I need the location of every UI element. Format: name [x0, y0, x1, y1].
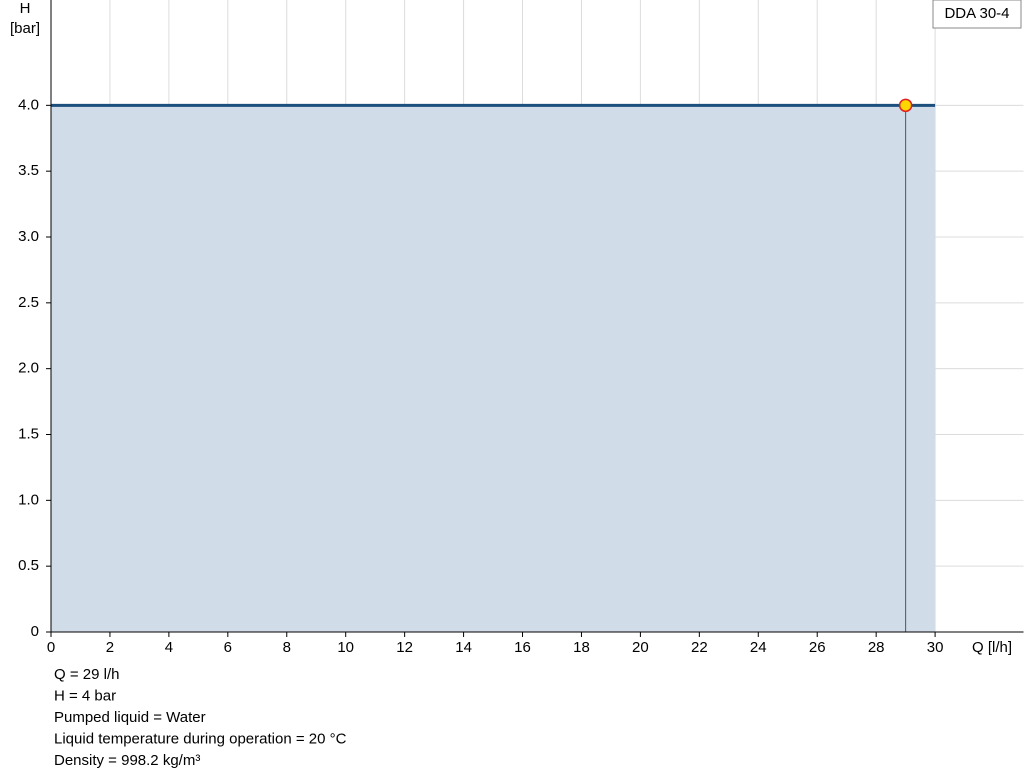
y-tick-label: 1.5: [18, 425, 39, 442]
x-tick-label: 18: [573, 639, 590, 656]
x-tick-label: 14: [455, 639, 472, 656]
info-line: Density = 998.2 kg/m³: [54, 752, 200, 769]
x-axis-label: Q [l/h]: [972, 639, 1012, 656]
y-tick-label: 0: [31, 623, 39, 640]
area: [51, 105, 936, 633]
x-tick-label: 12: [396, 639, 413, 656]
x-tick-label: 0: [47, 639, 55, 656]
operating-point: [898, 98, 913, 113]
info-line: H = 4 bar: [54, 687, 116, 704]
info-line: Pumped liquid = Water: [54, 709, 206, 726]
x-tick-label: 4: [165, 639, 173, 656]
x-tick-label: 26: [809, 639, 826, 656]
x-tick-label: 10: [337, 639, 354, 656]
y-tick-label: 4.0: [18, 96, 39, 113]
y-tick-label: 3.0: [18, 228, 39, 245]
y-axis-label: [bar]: [10, 20, 40, 37]
x-tick-label: 28: [868, 639, 885, 656]
y-tick-label: 1.0: [18, 491, 39, 508]
info-line: Q = 29 l/h: [54, 666, 119, 683]
y-tick-label: 2.0: [18, 360, 39, 377]
info-line: Liquid temperature during operation = 20…: [54, 730, 347, 747]
legend-label: DDA 30-4: [944, 5, 1009, 22]
y-tick-label: 3.5: [18, 162, 39, 179]
x-tick-label: 8: [283, 639, 291, 656]
x-tick-label: 16: [514, 639, 531, 656]
y-axis-label: H: [20, 0, 31, 17]
x-tick-label: 2: [106, 639, 114, 656]
x-tick-label: 20: [632, 639, 649, 656]
legend-box: [932, 0, 1022, 29]
x-tick-label: 30: [927, 639, 944, 656]
y-tick-label: 2.5: [18, 294, 39, 311]
x-tick-label: 24: [750, 639, 767, 656]
y-tick-label: 0.5: [18, 557, 39, 574]
x-tick-label: 6: [224, 639, 232, 656]
x-tick-label: 22: [691, 639, 708, 656]
